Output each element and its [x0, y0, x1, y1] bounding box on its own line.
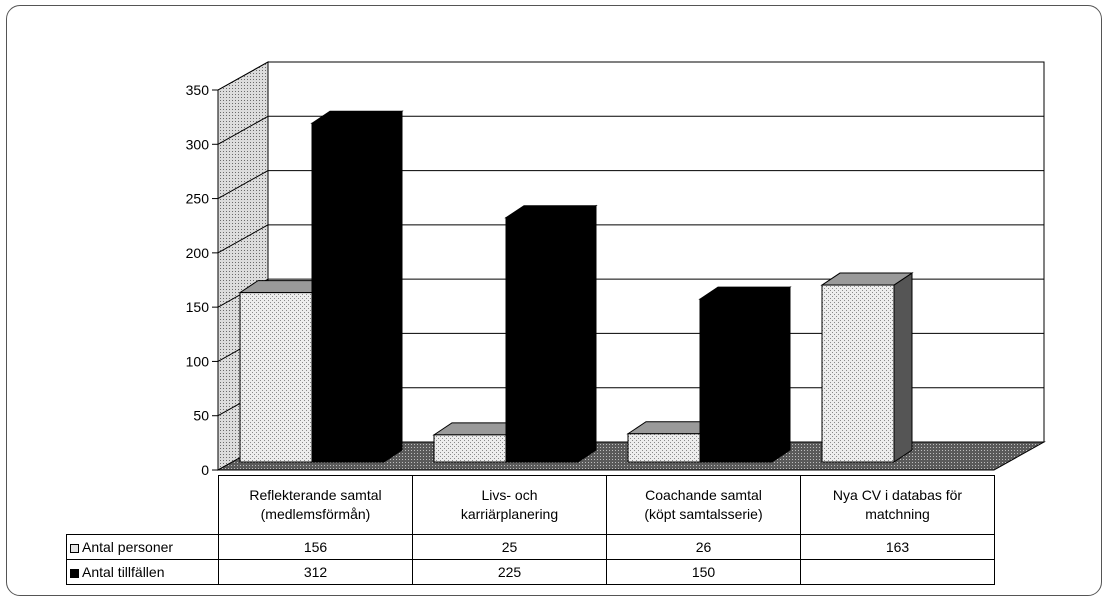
bar-side	[771, 286, 791, 463]
data-label	[800, 559, 995, 585]
gridline-side	[217, 61, 269, 91]
bar-front	[821, 284, 895, 463]
bar-antal-personer	[820, 272, 914, 463]
bar-antal-tillfallen	[698, 286, 792, 463]
legend-swatch-light	[70, 544, 79, 553]
category-label-line: (medlemsförmån)	[260, 506, 371, 522]
data-label: 25	[412, 534, 607, 560]
category-label-line: Livs- och	[481, 487, 538, 503]
y-tick-label: 100	[186, 353, 210, 369]
bar-front	[311, 122, 385, 463]
category-label-line: Reflekterande samtal	[249, 487, 382, 503]
category-cell: Coachande samtal (köpt samtalsserie)	[606, 475, 801, 535]
y-tick-label: 200	[186, 245, 210, 261]
bar-antal-tillfallen	[310, 110, 404, 463]
legend-label: Antal tillfällen	[82, 564, 165, 580]
bar-front	[627, 433, 701, 463]
category-label-line: karriärplanering	[460, 506, 559, 522]
category-cell: Reflekterande samtal (medlemsförmån)	[218, 475, 413, 535]
data-label: 26	[606, 534, 801, 560]
bar-front	[699, 298, 773, 463]
series-row-tillfallen: Antal tillfällen 312 225 150	[66, 559, 995, 585]
gridline-side	[217, 224, 269, 254]
category-header-row: Reflekterande samtal (medlemsförmån) Liv…	[67, 475, 995, 535]
bar-side	[383, 110, 403, 463]
series-row-personer: Antal personer 156 25 26 163	[66, 534, 995, 560]
legend-swatch-dark	[70, 569, 79, 578]
y-tick-label: 250	[186, 191, 210, 207]
y-tick-label: 150	[186, 299, 210, 315]
data-label: 163	[800, 534, 995, 560]
y-axis: 0 50 100 150 200 250 300 350	[186, 82, 219, 478]
category-label-line: (köpt samtalsserie)	[644, 506, 763, 522]
bars-group	[238, 110, 914, 463]
legend-entry-personer: Antal personer	[66, 534, 219, 560]
y-tick-label: 50	[193, 408, 209, 424]
legend-label: Antal personer	[82, 539, 174, 555]
bar-front	[505, 217, 579, 463]
category-label-line: Coachande samtal	[645, 487, 762, 503]
category-cell: Nya CV i databas för matchning	[800, 475, 995, 535]
y-tick-label: 300	[186, 136, 210, 152]
category-label-line: Nya CV i databas för	[832, 487, 963, 503]
data-label: 312	[218, 559, 413, 585]
data-table-container: Reflekterande samtal (medlemsförmån) Liv…	[66, 475, 995, 585]
bar-side	[577, 204, 597, 463]
y-tick-label: 350	[186, 82, 210, 98]
category-cell: Livs- och karriärplanering	[412, 475, 607, 535]
data-label: 156	[218, 534, 413, 560]
table-corner	[67, 476, 219, 535]
chart-frame	[6, 5, 1102, 596]
bar-side	[893, 272, 913, 463]
bar-front	[433, 434, 507, 463]
bar-front	[239, 292, 313, 463]
data-label: 150	[606, 559, 801, 585]
legend-entry-tillfallen: Antal tillfällen	[66, 559, 219, 585]
data-label: 225	[412, 559, 607, 585]
category-label-line: matchning	[865, 506, 930, 522]
gridline-side	[217, 115, 269, 145]
data-table: Reflekterande samtal (medlemsförmån) Liv…	[66, 475, 995, 585]
gridline-side	[217, 170, 269, 200]
bar-antal-tillfallen	[504, 204, 598, 463]
y-tick-label: 0	[201, 462, 209, 478]
